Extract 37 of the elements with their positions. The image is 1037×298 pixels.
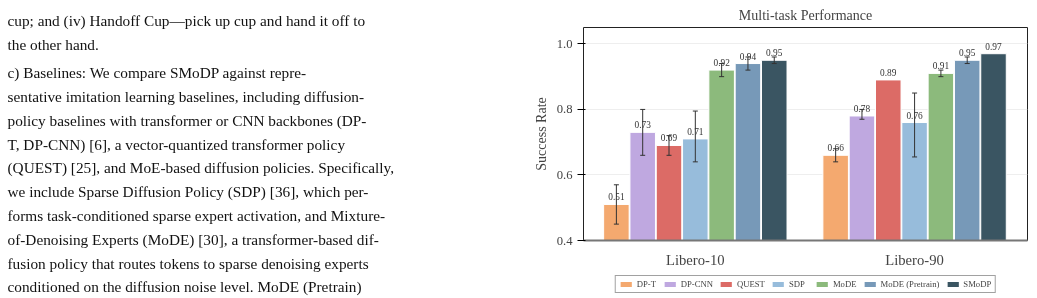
text: policy baselines with transformer or CNN backbones (DP-	[7, 111, 367, 130]
data-label: 0.92	[713, 58, 731, 69]
legend-label: DP-CNN	[680, 279, 713, 289]
chart-title: Multi-task Performance	[738, 7, 873, 23]
legend-label: SMoDP	[963, 279, 992, 289]
y-tick-label: 0.8	[556, 102, 573, 117]
legend-label: QUEST	[736, 279, 765, 289]
y-tick-label: 1.0	[556, 36, 573, 51]
text: cup; and (iv) Handoff Cup—pick up cup and hand it off to	[7, 12, 366, 30]
data-label: 0.97	[985, 41, 1003, 52]
x-tick-label: Libero-10	[666, 251, 725, 268]
data-label: 0.69	[660, 133, 678, 144]
data-label: 0.89	[880, 67, 897, 78]
data-label: 0.91	[932, 61, 950, 72]
text: sentative imitation learning baselines, including diffusion-	[7, 87, 365, 105]
legend-label: SDP	[788, 279, 806, 289]
data-label: 0.95	[959, 48, 976, 59]
text: T, DP-CNN) [6], a vector-quantized transformer policy	[7, 135, 346, 154]
text: conditioned on the diffusion noise level. MoDE (Pretrain)	[7, 278, 362, 297]
data-label: 0.94	[739, 51, 757, 62]
text: the other hand.	[7, 35, 99, 53]
text: (QUEST) [25], and MoE-based diffusion policies. Specifically,	[7, 159, 395, 178]
y-tick-label: 0.4	[556, 233, 574, 248]
y-axis-title: Success Rate	[533, 97, 549, 171]
legend-label: MoDE (Pretrain)	[880, 279, 940, 289]
data-label: 0.78	[853, 103, 871, 114]
y-tick-label: 0.6	[556, 167, 573, 182]
legend-label: MoDE	[832, 279, 857, 289]
text: of-Denoising Experts (MoDE) [30], a transformer-based dif-	[7, 230, 379, 249]
text: we include Sparse Diffusion Policy (SDP) [36], which per-	[7, 183, 369, 202]
text: fusion policy that routes tokens to sparse denoising experts	[7, 254, 369, 272]
data-label: 0.66	[827, 143, 845, 154]
text: forms task-conditioned sparse expert activation, and Mixture-	[7, 206, 386, 224]
data-label: 0.95	[766, 48, 783, 59]
x-tick-label: Libero-90	[885, 251, 944, 268]
legend-label: DP-T	[636, 279, 657, 289]
text: c) Baselines: We compare SMoDP against repre-	[7, 64, 307, 83]
